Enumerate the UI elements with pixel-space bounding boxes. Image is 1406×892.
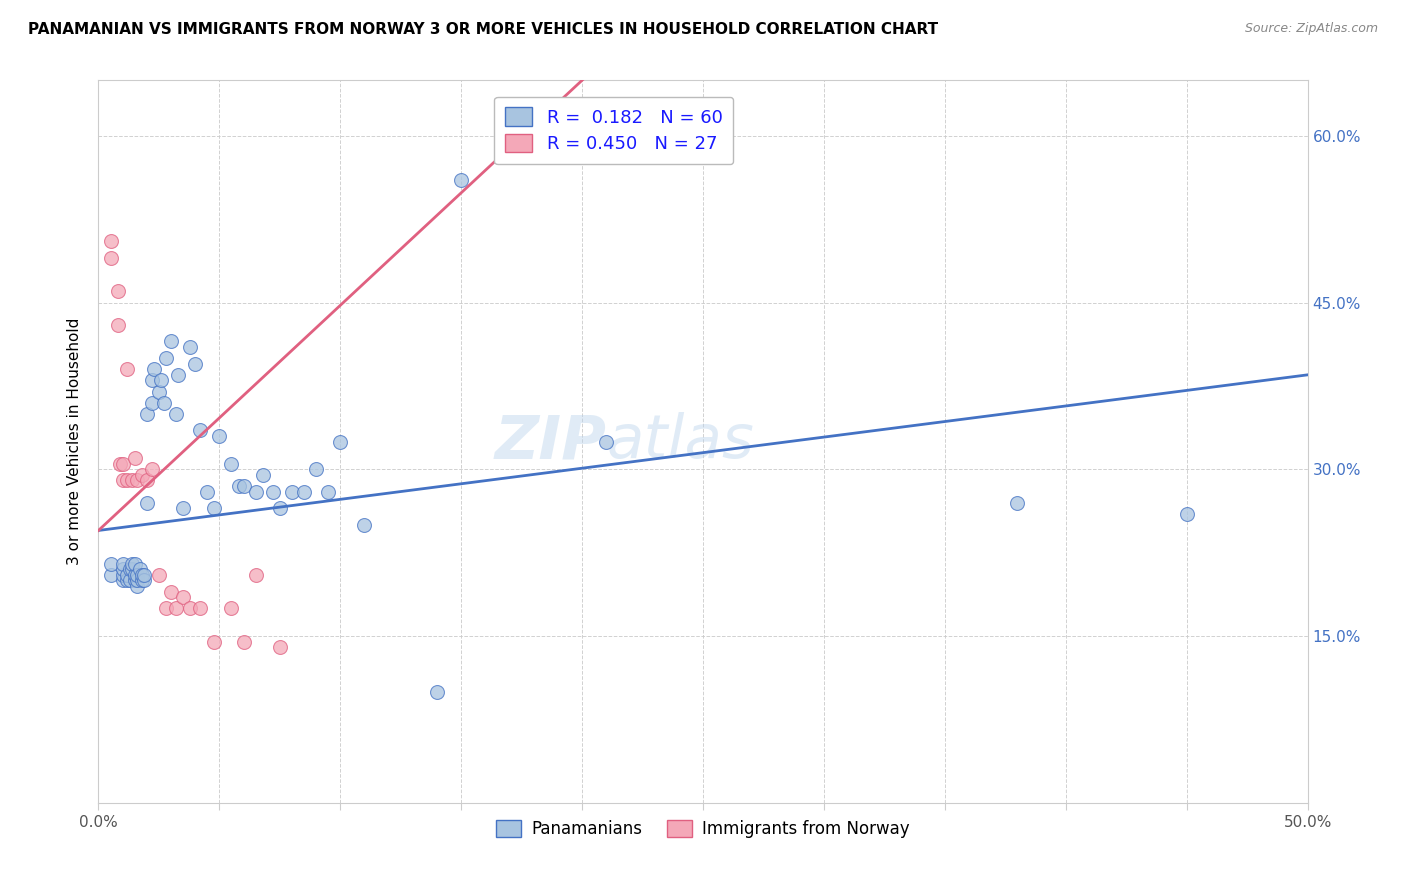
Point (172, 590, 194, 604)
Point (127, 579, 149, 593)
Point (188, 601, 211, 615)
Point (232, 634, 254, 648)
Point (118, 574, 141, 588)
Point (221, 457, 243, 471)
Point (204, 634, 226, 648)
Point (208, 429, 231, 443)
Point (160, 334, 183, 349)
Point (131, 467, 153, 482)
Point (127, 574, 149, 588)
Point (228, 479, 250, 493)
Point (124, 557, 146, 571)
Point (127, 474, 149, 488)
Point (152, 395, 174, 409)
Point (305, 462, 328, 476)
Point (232, 479, 254, 493)
Point (124, 568, 146, 582)
Legend: Panamanians, Immigrants from Norway: Panamanians, Immigrants from Norway (489, 814, 917, 845)
Point (124, 574, 146, 588)
Point (121, 562, 143, 576)
Point (148, 568, 170, 582)
Point (127, 568, 149, 582)
Point (111, 457, 134, 471)
Point (172, 501, 194, 516)
Point (128, 562, 150, 576)
Point (148, 384, 170, 399)
Point (179, 340, 201, 354)
Point (111, 568, 134, 582)
Point (204, 501, 226, 516)
Point (1175, 507, 1198, 521)
Point (117, 574, 139, 588)
Point (141, 373, 163, 387)
Point (329, 434, 352, 449)
Point (281, 484, 304, 499)
Point (595, 434, 617, 449)
Point (252, 467, 274, 482)
Point (269, 501, 291, 516)
Point (141, 395, 163, 409)
Point (165, 407, 187, 421)
Point (179, 601, 201, 615)
Text: atlas: atlas (606, 412, 754, 471)
Point (188, 424, 211, 438)
Point (100, 235, 122, 249)
Point (1007, 496, 1029, 510)
Text: Source: ZipAtlas.com: Source: ZipAtlas.com (1244, 22, 1378, 36)
Point (135, 407, 157, 421)
Point (107, 285, 129, 299)
Point (155, 351, 177, 366)
Point (100, 568, 122, 582)
Point (155, 601, 177, 615)
Point (111, 574, 134, 588)
Point (111, 474, 134, 488)
Text: ZIP: ZIP (495, 412, 606, 471)
Point (245, 568, 267, 582)
Point (100, 557, 122, 571)
Point (124, 451, 146, 466)
Point (135, 496, 157, 510)
Text: PANAMANIAN VS IMMIGRANTS FROM NORWAY 3 OR MORE VEHICLES IN HOUSEHOLD CORRELATION: PANAMANIAN VS IMMIGRANTS FROM NORWAY 3 O… (28, 22, 938, 37)
Point (316, 484, 339, 499)
Point (107, 318, 129, 332)
Point (195, 484, 218, 499)
Point (262, 484, 284, 499)
Point (143, 362, 166, 376)
Point (221, 601, 243, 615)
Point (131, 568, 153, 582)
Point (100, 251, 122, 265)
Point (141, 462, 163, 476)
Point (111, 562, 134, 576)
Point (117, 362, 139, 376)
Point (160, 584, 183, 599)
Y-axis label: 3 or more Vehicles in Household: 3 or more Vehicles in Household (67, 318, 83, 566)
Point (121, 474, 143, 488)
Point (118, 562, 141, 576)
Point (121, 557, 143, 571)
Point (450, 173, 472, 187)
Point (353, 517, 375, 532)
Point (245, 484, 267, 499)
Point (117, 474, 139, 488)
Point (292, 484, 315, 499)
Point (269, 640, 291, 655)
Point (165, 601, 187, 615)
Point (117, 568, 139, 582)
Point (135, 474, 157, 488)
Point (131, 574, 153, 588)
Point (150, 373, 173, 387)
Point (167, 368, 190, 382)
Point (184, 357, 207, 371)
Point (134, 568, 156, 582)
Point (426, 684, 449, 698)
Point (134, 574, 156, 588)
Point (111, 557, 134, 571)
Point (108, 457, 131, 471)
